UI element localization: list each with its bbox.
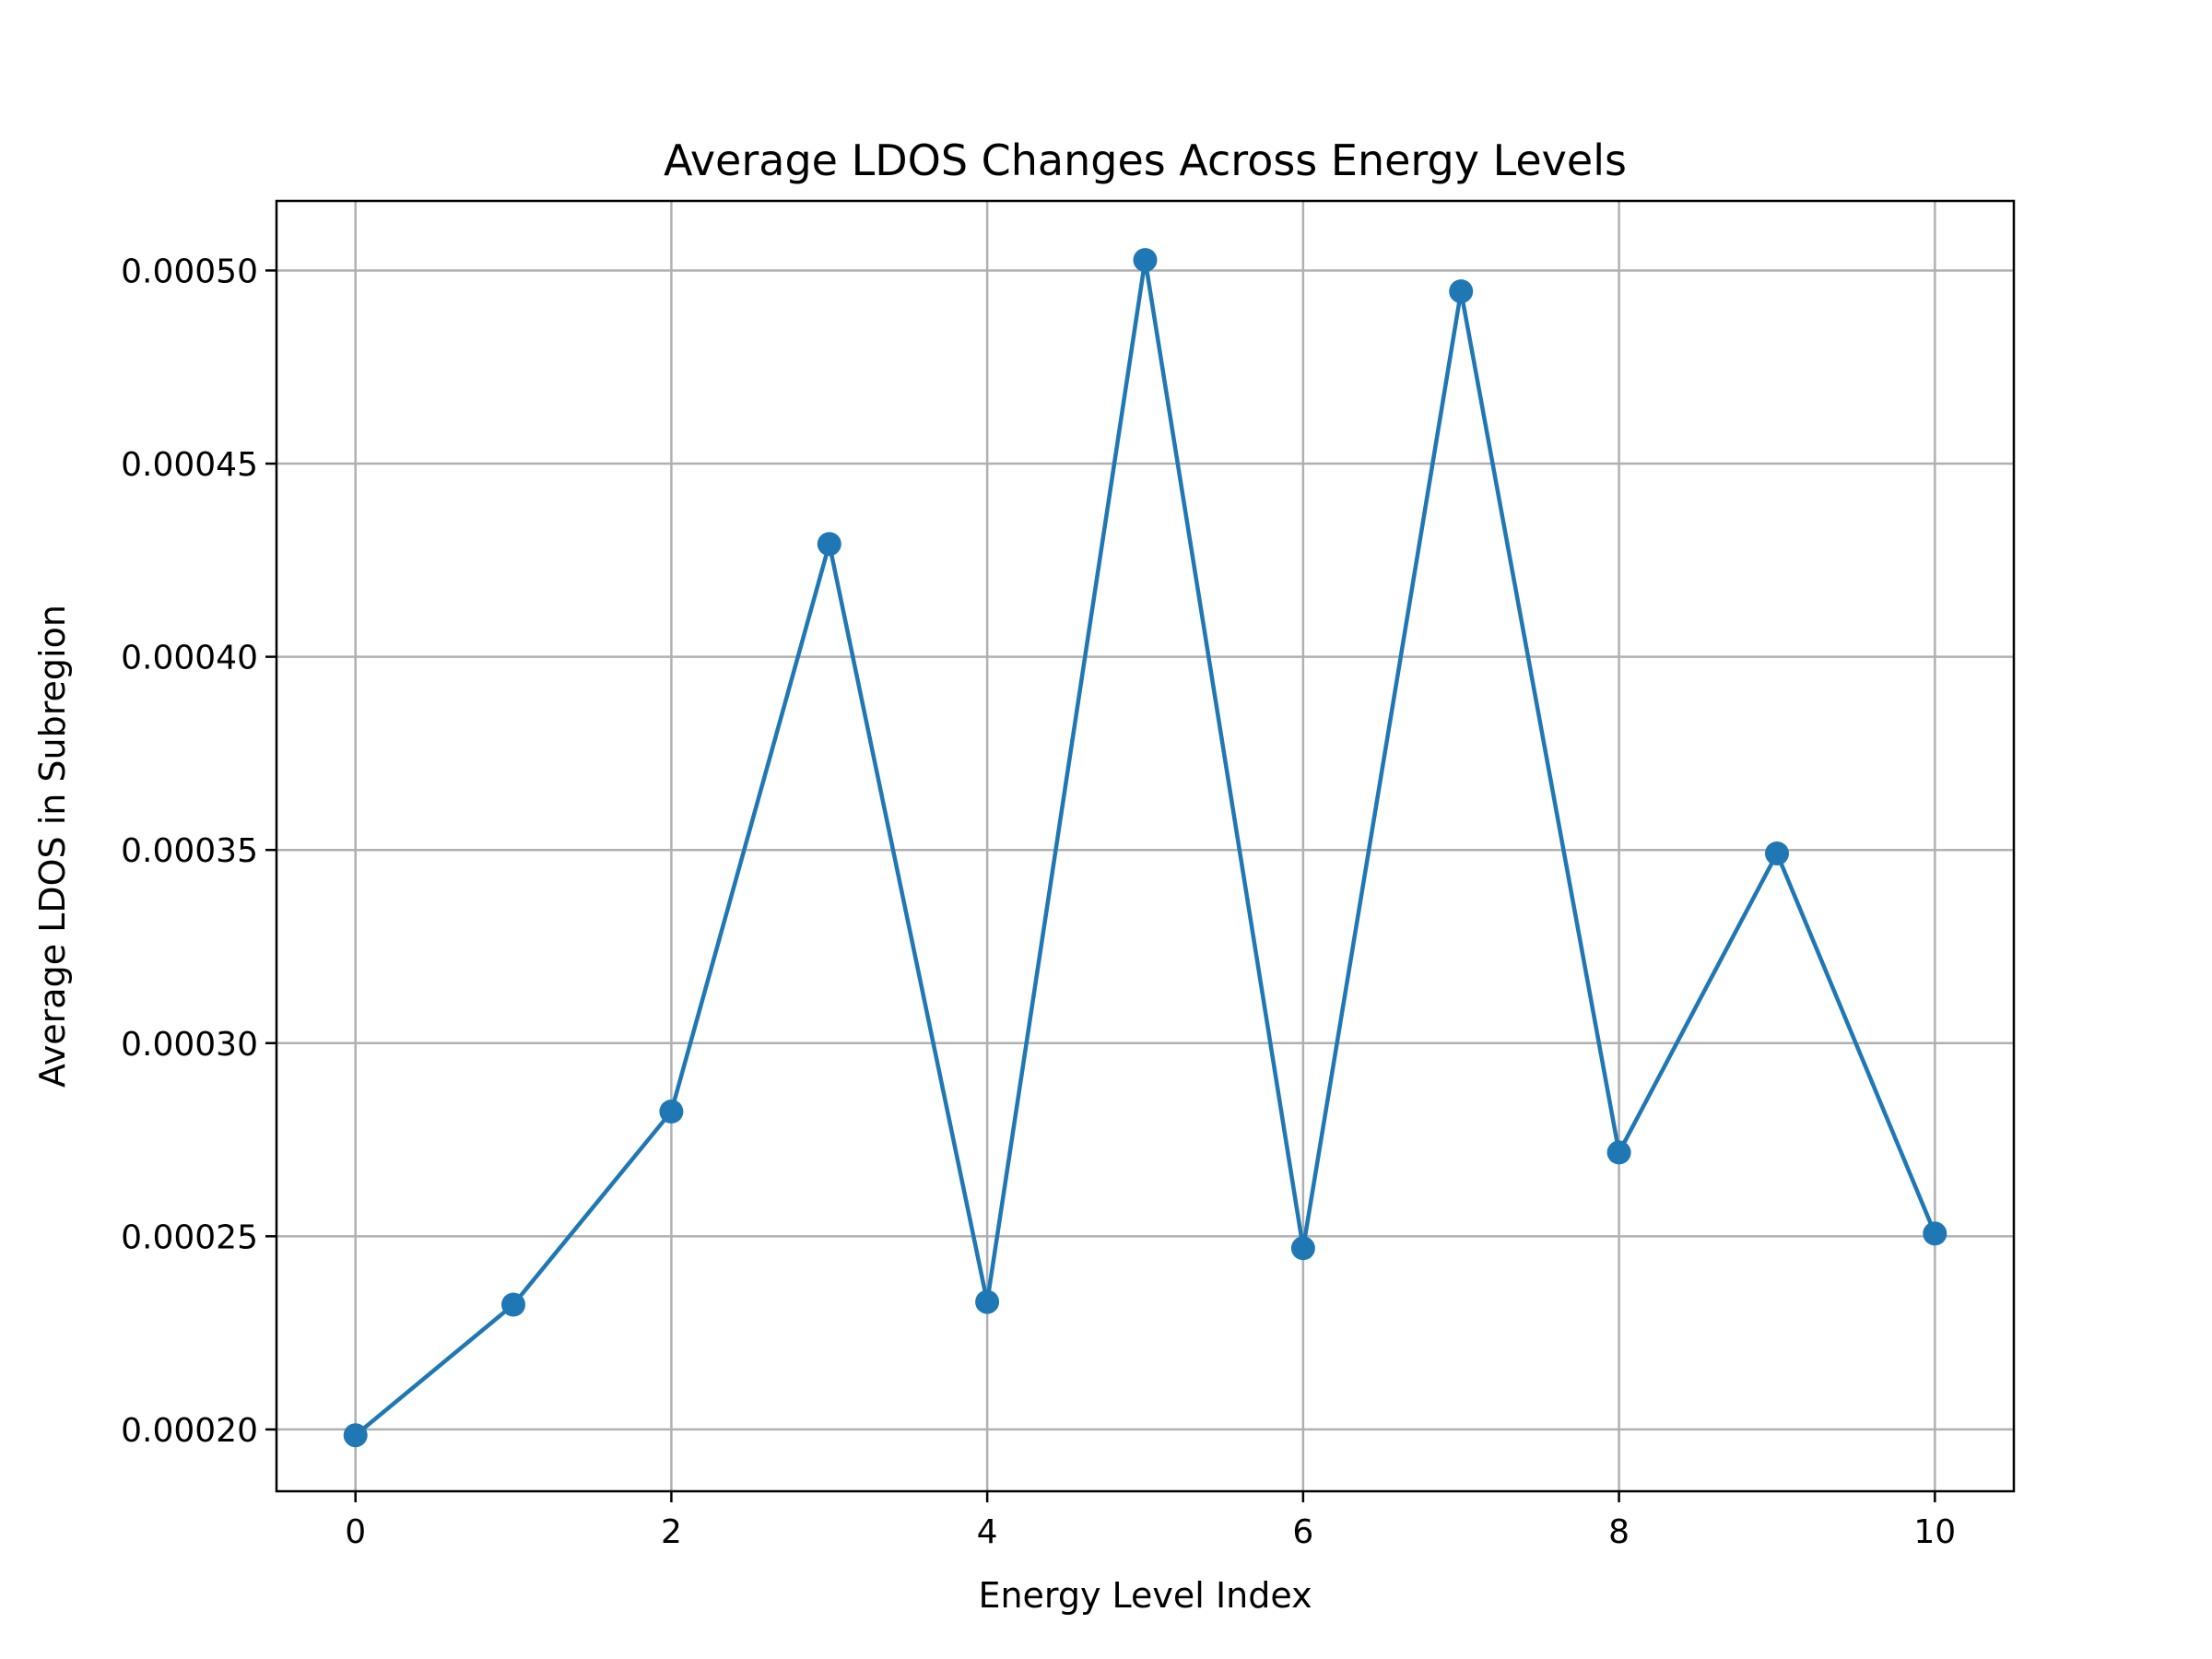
data-point xyxy=(1133,248,1158,273)
y-tick-label: 0.00045 xyxy=(121,446,258,484)
x-tick-label: 10 xyxy=(1913,1513,1956,1551)
x-axis-label: Energy Level Index xyxy=(978,1575,1312,1616)
series-layer xyxy=(343,248,1947,1448)
data-point xyxy=(343,1423,368,1448)
chart-title: Average LDOS Changes Across Energy Level… xyxy=(664,135,1627,185)
plot-frame xyxy=(275,199,2016,1493)
data-point xyxy=(659,1100,684,1124)
y-tick-label: 0.00040 xyxy=(121,640,258,677)
axis-ticks: 0 2 4 6 8 10 0.00020 0.00025 0.00030 0.00035 0.000… xyxy=(121,253,1956,1551)
data-point xyxy=(1923,1221,1947,1246)
y-tick-label: 0.00025 xyxy=(121,1218,258,1256)
y-tick-label: 0.00035 xyxy=(121,832,258,870)
data-point xyxy=(1606,1140,1631,1165)
y-tick-label: 0.00020 xyxy=(121,1412,258,1450)
x-tick-label: 4 xyxy=(977,1513,998,1551)
data-point xyxy=(975,1289,1000,1314)
x-tick-label: 8 xyxy=(1608,1513,1630,1551)
data-point xyxy=(1290,1236,1315,1261)
data-point xyxy=(817,532,841,557)
y-axis-label: Average LDOS in Subregion xyxy=(32,605,73,1088)
y-tick-label: 0.00030 xyxy=(121,1026,258,1064)
x-tick-label: 2 xyxy=(661,1513,682,1551)
y-tick-label: 0.00050 xyxy=(121,253,258,290)
x-tick-label: 6 xyxy=(1292,1513,1313,1551)
data-point xyxy=(501,1292,525,1317)
x-tick-label: 0 xyxy=(345,1513,366,1551)
data-point xyxy=(1765,841,1789,865)
data-point xyxy=(1449,279,1474,304)
